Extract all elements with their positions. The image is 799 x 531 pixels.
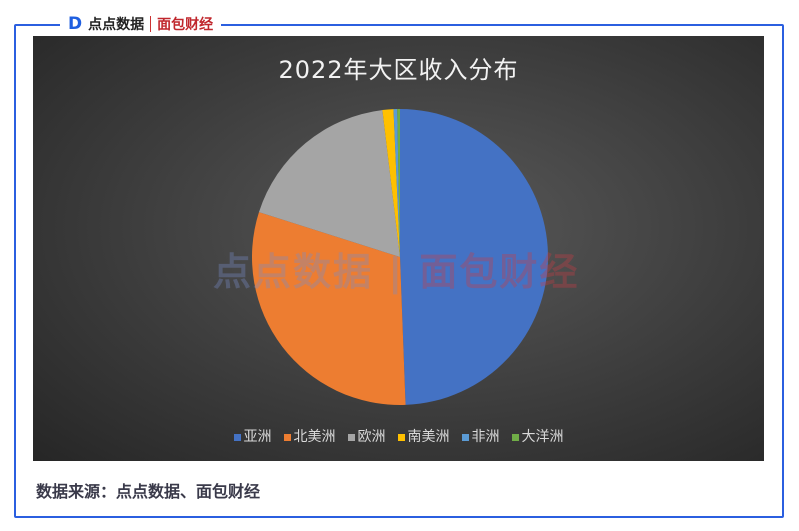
pie-slice-亚洲 [400,109,549,405]
brand-name-2: 面包财经 [157,17,214,33]
brand-logo: D 点点数据 面包财经 [60,12,222,36]
legend-swatch [347,434,355,441]
legend: 亚洲 北美洲 欧洲 南美洲 非洲 大洋洲 [33,426,764,446]
pie-slice-北美洲 [252,212,406,405]
divider [150,16,152,32]
legend-item: 非洲 [461,426,500,446]
legend-label: 南美洲 [407,429,450,445]
pie-slice-欧洲 [258,110,400,257]
pie-chart [252,109,549,405]
source-note: 数据来源：点点数据、面包财经 [36,482,261,501]
legend-swatch [233,434,241,441]
legend-item: 亚洲 [233,426,272,446]
legend-swatch [461,434,469,441]
watermark-text-1: 点点数据 [213,250,374,294]
legend-swatch [283,434,291,441]
legend-item: 南美洲 [397,426,450,446]
legend-item: 大洋洲 [511,426,564,446]
pie-slice-大洋洲 [397,109,400,257]
frame [14,24,784,518]
watermark: 点点数据 | 面包财经 [213,250,580,294]
legend-swatch [397,434,405,441]
brand-name-1: 点点数据 [88,17,145,33]
legend-label: 欧洲 [357,429,386,445]
pie-slice-南美洲 [382,109,400,257]
chart-title: 2022年大区收入分布 [278,56,519,84]
pie-slice-非洲 [393,109,400,257]
legend-item: 欧洲 [347,426,386,446]
watermark-text-2: 面包财经 [419,250,580,294]
chart-area: 2022年大区收入分布 点点数据 | 面包财经 亚洲 北美洲 欧洲 南美洲 非洲 大洋洲 [33,36,764,461]
legend-label: 大洋洲 [521,429,564,445]
legend-label: 非洲 [471,429,500,445]
legend-label: 亚洲 [243,429,272,445]
logo-mark: D [68,14,83,34]
legend-label: 北美洲 [293,429,336,445]
legend-item: 北美洲 [283,426,336,446]
legend-swatch [511,434,519,441]
